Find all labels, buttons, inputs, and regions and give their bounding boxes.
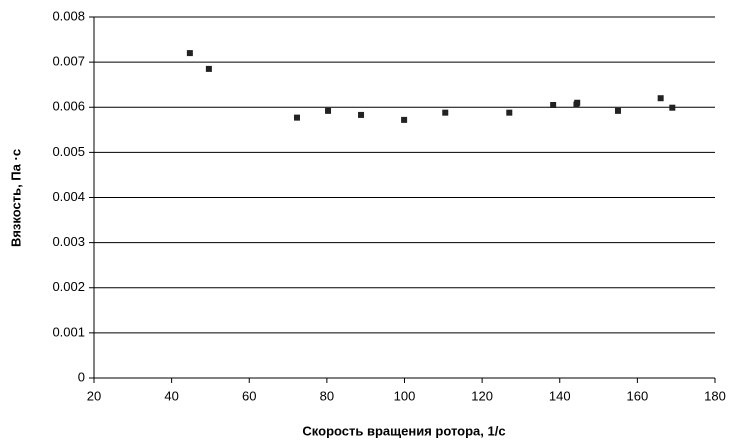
point [293, 114, 300, 121]
x-tick-label: 80 [320, 388, 334, 403]
y-tick-label: 0.008 [52, 8, 85, 23]
y-tick-label: 0.003 [52, 234, 85, 249]
y-tick-label: 0.006 [52, 99, 85, 114]
point [574, 99, 581, 106]
x-tick-label: 60 [242, 388, 256, 403]
x-tick-label: 180 [704, 388, 726, 403]
y-tick-label: 0.002 [52, 279, 85, 294]
point [442, 109, 449, 116]
x-tick-label: 120 [471, 388, 493, 403]
point [186, 50, 193, 57]
y-axis-title: Вязкость, Па ·с [8, 149, 23, 247]
point [325, 107, 332, 114]
y-tick-label: 0.004 [52, 189, 85, 204]
y-tick-label: 0 [78, 369, 85, 384]
x-tick-label: 160 [627, 388, 649, 403]
point [669, 104, 676, 111]
y-tick-label: 0.001 [52, 324, 85, 339]
x-axis-title: Скорость вращения ротора, 1/с [302, 423, 505, 438]
point [401, 116, 408, 123]
point [614, 107, 621, 114]
y-tick-label: 0.007 [52, 54, 85, 69]
point [550, 101, 557, 108]
point [506, 109, 513, 116]
y-tick-label: 0.005 [52, 144, 85, 159]
x-tick-label: 20 [87, 388, 101, 403]
x-tick-label: 140 [549, 388, 571, 403]
x-tick-label: 100 [394, 388, 416, 403]
point [358, 111, 365, 118]
x-tick-label: 40 [164, 388, 178, 403]
point [657, 95, 664, 102]
point [205, 65, 212, 72]
